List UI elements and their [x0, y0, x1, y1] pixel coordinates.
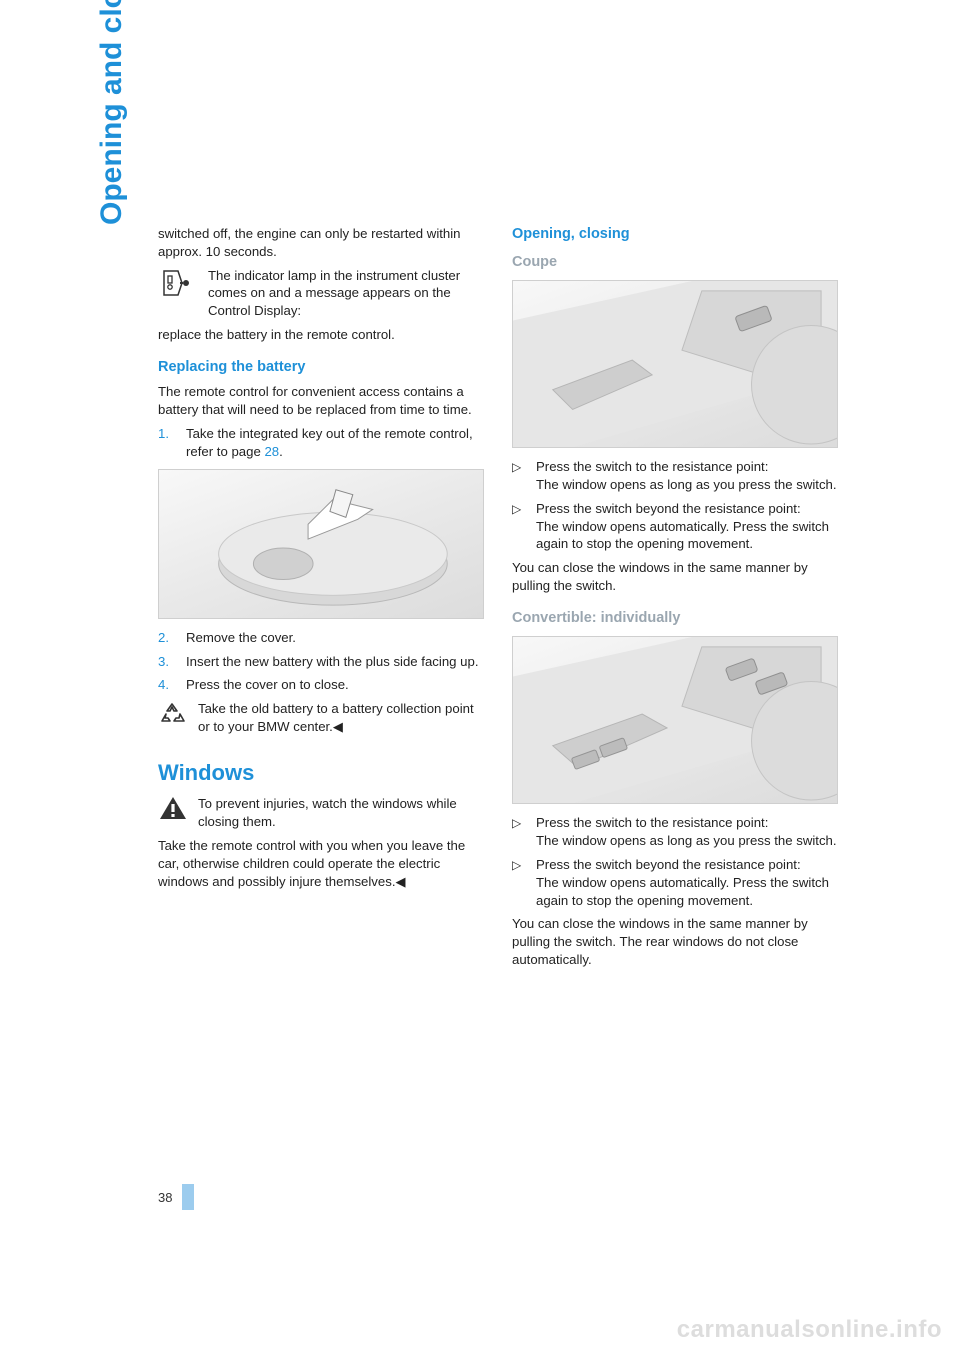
recycle-text: Take the old battery to a battery collec… [198, 700, 484, 736]
figure-convertible-switch [512, 636, 838, 804]
body-text: switched off, the engine can only be res… [158, 225, 484, 261]
list-item: 4. Press the cover on to close. [158, 676, 484, 694]
list-text: Press the switch to the resistance point… [536, 458, 837, 494]
body-text: You can close the windows in the same ma… [512, 559, 838, 595]
heading-replacing-battery: Replacing the battery [158, 358, 484, 378]
list-item: ▷ Press the switch beyond the resistance… [512, 500, 838, 553]
page-number: 38 [158, 1190, 172, 1205]
heading-coupe: Coupe [512, 253, 838, 273]
heading-opening-closing: Opening, closing [512, 225, 838, 245]
list-text: Insert the new battery with the plus sid… [186, 653, 479, 671]
indicator-lamp-text: The indicator lamp in the instrument clu… [208, 267, 484, 320]
list-number: 1. [158, 425, 176, 461]
page-ref-link[interactable]: 28 [264, 444, 279, 459]
list-number: 3. [158, 653, 176, 671]
warning-block: To prevent injuries, watch the windows w… [158, 795, 484, 831]
body-text: The remote control for convenient access… [158, 383, 484, 419]
list-item: ▷ Press the switch to the resistance poi… [512, 458, 838, 494]
list-text: Press the switch beyond the resistance p… [536, 500, 838, 553]
list-text: Take the integrated key out of the remot… [186, 425, 484, 461]
list-text-pre: Take the integrated key out of the remot… [186, 426, 473, 459]
heading-convertible: Convertible: individually [512, 609, 838, 629]
list-item: 1. Take the integrated key out of the re… [158, 425, 484, 461]
triangle-bullet-icon: ▷ [512, 500, 526, 553]
list-text: Press the switch to the resistance point… [536, 814, 837, 850]
list-text: Remove the cover. [186, 629, 296, 647]
document-page: Opening and closing switched off, the en… [0, 0, 960, 1358]
figure-remote-battery [158, 469, 484, 619]
warning-text: To prevent injuries, watch the windows w… [198, 795, 484, 831]
list-text: Press the cover on to close. [186, 676, 349, 694]
triangle-bullet-icon: ▷ [512, 814, 526, 850]
right-column: Opening, closing Coupe ▷ Press the switc… [512, 225, 838, 975]
body-text: You can close the windows in the same ma… [512, 915, 838, 968]
list-item: 2. Remove the cover. [158, 629, 484, 647]
list-item: 3. Insert the new battery with the plus … [158, 653, 484, 671]
body-text: replace the battery in the remote contro… [158, 326, 484, 344]
list-item: ▷ Press the switch beyond the resistance… [512, 856, 838, 909]
figure-coupe-switch [512, 280, 838, 448]
list-item: ▷ Press the switch to the resistance poi… [512, 814, 838, 850]
page-number-marker [182, 1184, 194, 1210]
recycle-note: Take the old battery to a battery collec… [158, 700, 484, 736]
watermark-text: carmanualsonline.info [677, 1316, 942, 1344]
recycle-icon [158, 700, 188, 728]
end-mark-icon: ◀ [396, 874, 406, 889]
page-number-block: 38 [158, 1184, 194, 1210]
triangle-bullet-icon: ▷ [512, 856, 526, 909]
warning-icon [158, 795, 188, 821]
indicator-lamp-block: The indicator lamp in the instrument clu… [158, 267, 484, 320]
triangle-bullet-icon: ▷ [512, 458, 526, 494]
page-content: switched off, the engine can only be res… [158, 225, 838, 975]
list-text: Press the switch beyond the resistance p… [536, 856, 838, 909]
list-number: 4. [158, 676, 176, 694]
list-number: 2. [158, 629, 176, 647]
section-tab-label: Opening and closing [95, 0, 129, 225]
end-mark-icon: ◀ [333, 719, 343, 734]
heading-windows: Windows [158, 758, 484, 788]
body-text: Take the remote control with you when yo… [158, 837, 484, 890]
list-text-post: . [279, 444, 283, 459]
key-battery-icon [158, 267, 198, 299]
left-column: switched off, the engine can only be res… [158, 225, 484, 975]
